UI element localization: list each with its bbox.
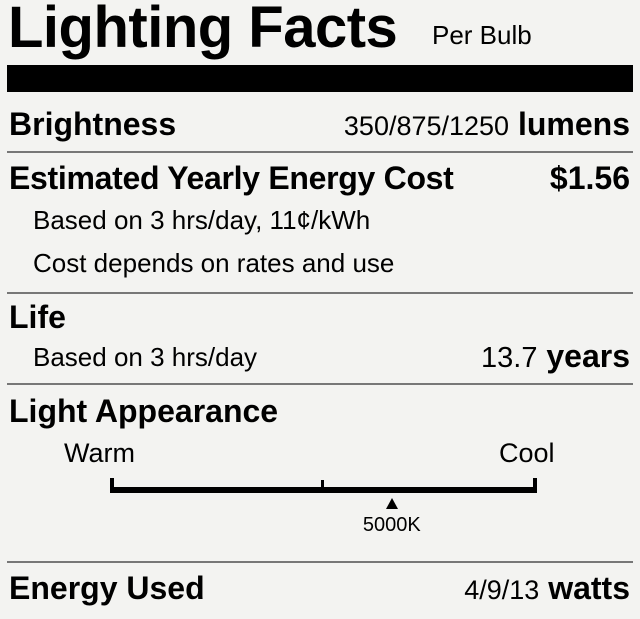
life-value-row: 13.7 years — [481, 338, 630, 375]
label-subtitle: Per Bulb — [432, 20, 532, 50]
label-title: Lighting Facts — [8, 0, 398, 60]
color-temp-value: 5000K — [362, 514, 421, 536]
energy-used-unit: watts — [548, 570, 630, 606]
divider — [7, 292, 633, 294]
scale-tick-mid — [321, 480, 324, 490]
energy-cost-note-1: Based on 3 hrs/day, 11¢/kWh — [33, 205, 371, 235]
scale-tick-left — [110, 478, 114, 493]
life-note: Based on 3 hrs/day — [33, 342, 258, 372]
light-appearance-label: Light Appearance — [9, 393, 279, 429]
energy-used-value: 4/9/13 — [464, 575, 540, 605]
life-label: Life — [9, 299, 66, 335]
energy-cost-note-2: Cost depends on rates and use — [33, 248, 395, 278]
color-temp-scale — [110, 487, 537, 493]
divider — [7, 383, 633, 385]
life-unit: years — [546, 338, 630, 374]
energy-used-label: Energy Used — [9, 570, 205, 606]
warm-label: Warm — [64, 438, 135, 468]
divider — [7, 561, 633, 563]
energy-cost-label: Estimated Yearly Energy Cost — [9, 160, 454, 196]
divider — [7, 151, 633, 153]
brightness-unit: lumens — [517, 106, 630, 142]
life-value: 13.7 — [481, 342, 538, 374]
energy-used-value-row: 4/9/13 watts — [464, 570, 630, 607]
energy-cost-value: $1.56 — [549, 160, 630, 196]
thick-divider — [7, 65, 633, 92]
brightness-label: Brightness — [9, 106, 177, 142]
color-temp-marker-icon — [385, 498, 398, 509]
scale-tick-right — [533, 478, 537, 493]
brightness-value-row: 350/875/1250 lumens — [344, 106, 630, 143]
brightness-value: 350/875/1250 — [343, 111, 510, 141]
cool-label: Cool — [499, 438, 555, 468]
